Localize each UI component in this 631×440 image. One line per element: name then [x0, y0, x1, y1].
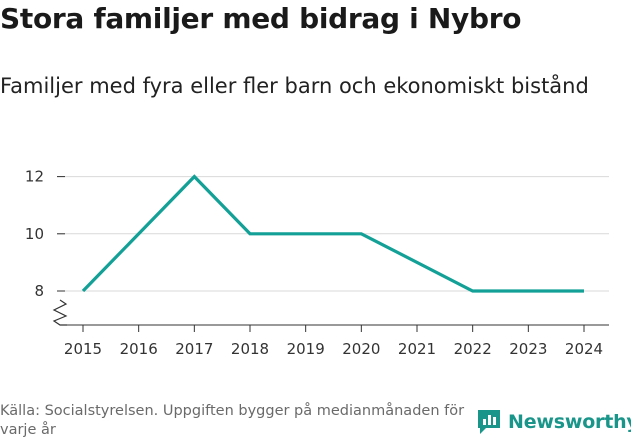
axis-break-icon: [52, 299, 68, 326]
x-tick-label: 2018: [231, 340, 269, 358]
chart-title: Stora familjer med bidrag i Nybro: [0, 2, 522, 35]
y-axis-ticks: 8 10 12: [25, 168, 65, 300]
x-tick-label: 2015: [64, 340, 102, 358]
x-tick-label: 2024: [565, 340, 603, 358]
x-tick-label: 2023: [509, 340, 547, 358]
x-axis: 2015 2016 2017 2018 2019 2020 2021 2022 2023 2024: [52, 299, 609, 358]
x-tick-label: 2016: [120, 340, 158, 358]
x-tick-label: 2019: [287, 340, 325, 358]
brand-logo: Newsworthy: [476, 408, 631, 436]
x-tick-label: 2017: [175, 340, 213, 358]
y-tick-label: 8: [34, 282, 44, 300]
series-layer: [81, 174, 584, 293]
x-tick-label: 2021: [398, 340, 436, 358]
chart-subtitle: Familjer med fyra eller fler barn och ek…: [0, 74, 589, 98]
x-tick-label: 2022: [454, 340, 492, 358]
x-tick-label: 2020: [342, 340, 380, 358]
y-tick-label: 10: [25, 225, 44, 243]
series-line: [81, 174, 584, 293]
brand-name: Newsworthy: [508, 411, 631, 433]
y-tick-label: 12: [25, 168, 44, 186]
source-note: Källa: Socialstyrelsen. Uppgiften bygger…: [0, 403, 465, 438]
newsworthy-logo-icon: [478, 410, 500, 434]
